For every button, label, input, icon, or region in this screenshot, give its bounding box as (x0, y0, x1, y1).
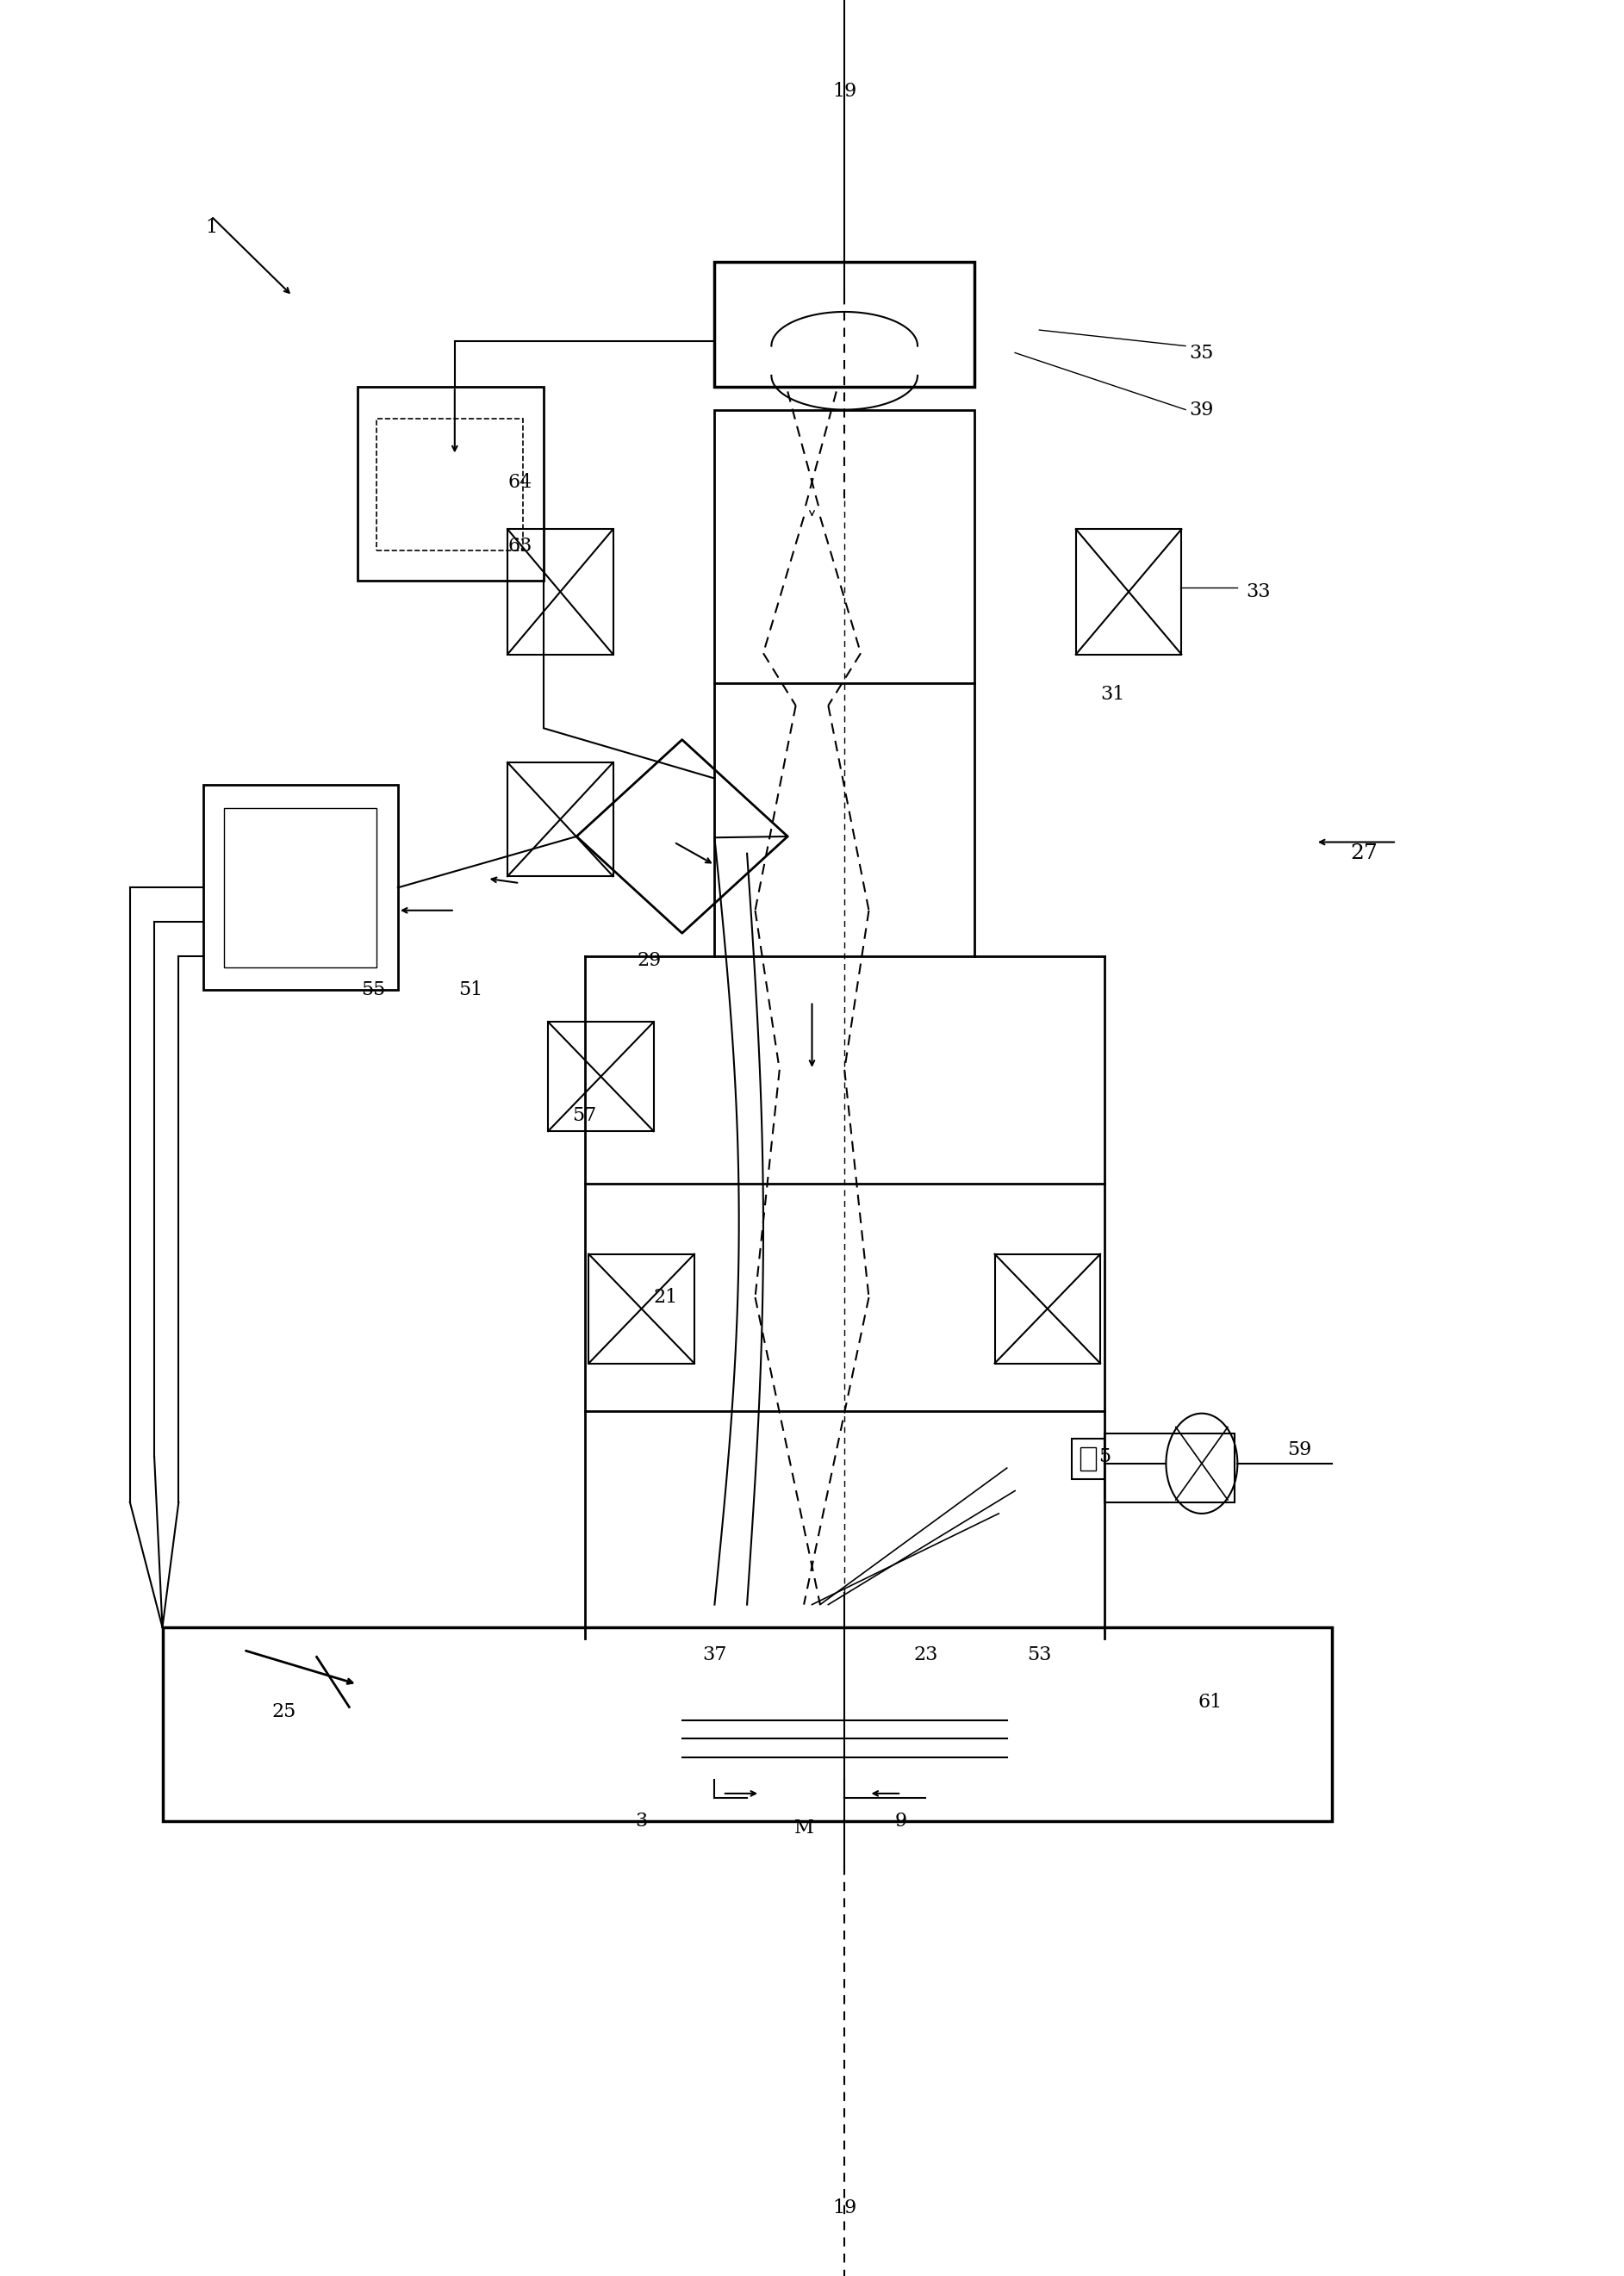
Text: 31: 31 (1099, 685, 1125, 703)
Text: 61: 61 (1199, 1693, 1221, 1712)
Text: 63: 63 (507, 537, 533, 555)
Bar (994, 1254, 1101, 1363)
Text: 55: 55 (362, 981, 385, 999)
Text: 21: 21 (654, 1288, 677, 1306)
Text: 5: 5 (1098, 1448, 1111, 1466)
Text: 1: 1 (205, 218, 218, 237)
Bar (377, 419, 523, 551)
Text: 57: 57 (573, 1106, 596, 1124)
Bar (357, 387, 544, 580)
Text: 19: 19 (833, 82, 856, 100)
Text: 9: 9 (895, 1812, 908, 1830)
Bar (508, 528, 614, 655)
Text: 3: 3 (635, 1812, 648, 1830)
Text: 51: 51 (460, 981, 482, 999)
Text: 27: 27 (1351, 844, 1377, 863)
Bar (203, 785, 398, 990)
Text: 35: 35 (1189, 344, 1215, 362)
Bar (1072, 1438, 1104, 1479)
Text: 59: 59 (1288, 1441, 1311, 1459)
Text: 19: 19 (833, 2199, 856, 2217)
Bar (1104, 1434, 1234, 1502)
Text: 25: 25 (273, 1702, 296, 1721)
Bar (1080, 1448, 1096, 1470)
Text: M: M (794, 1819, 814, 1837)
Bar (508, 762, 614, 876)
Text: 53: 53 (1026, 1646, 1052, 1664)
Bar (224, 808, 377, 967)
Text: 39: 39 (1189, 401, 1215, 419)
Bar (590, 1254, 695, 1363)
Bar (1075, 528, 1182, 655)
Text: 23: 23 (913, 1646, 939, 1664)
Text: 64: 64 (508, 473, 531, 492)
Bar (715, 410, 974, 683)
Bar (549, 1022, 653, 1131)
Text: 33: 33 (1246, 583, 1272, 601)
Bar (715, 262, 974, 387)
Bar (162, 1627, 1332, 1821)
Text: 29: 29 (638, 951, 661, 970)
Text: 37: 37 (702, 1646, 728, 1664)
Bar (585, 1184, 1104, 1411)
